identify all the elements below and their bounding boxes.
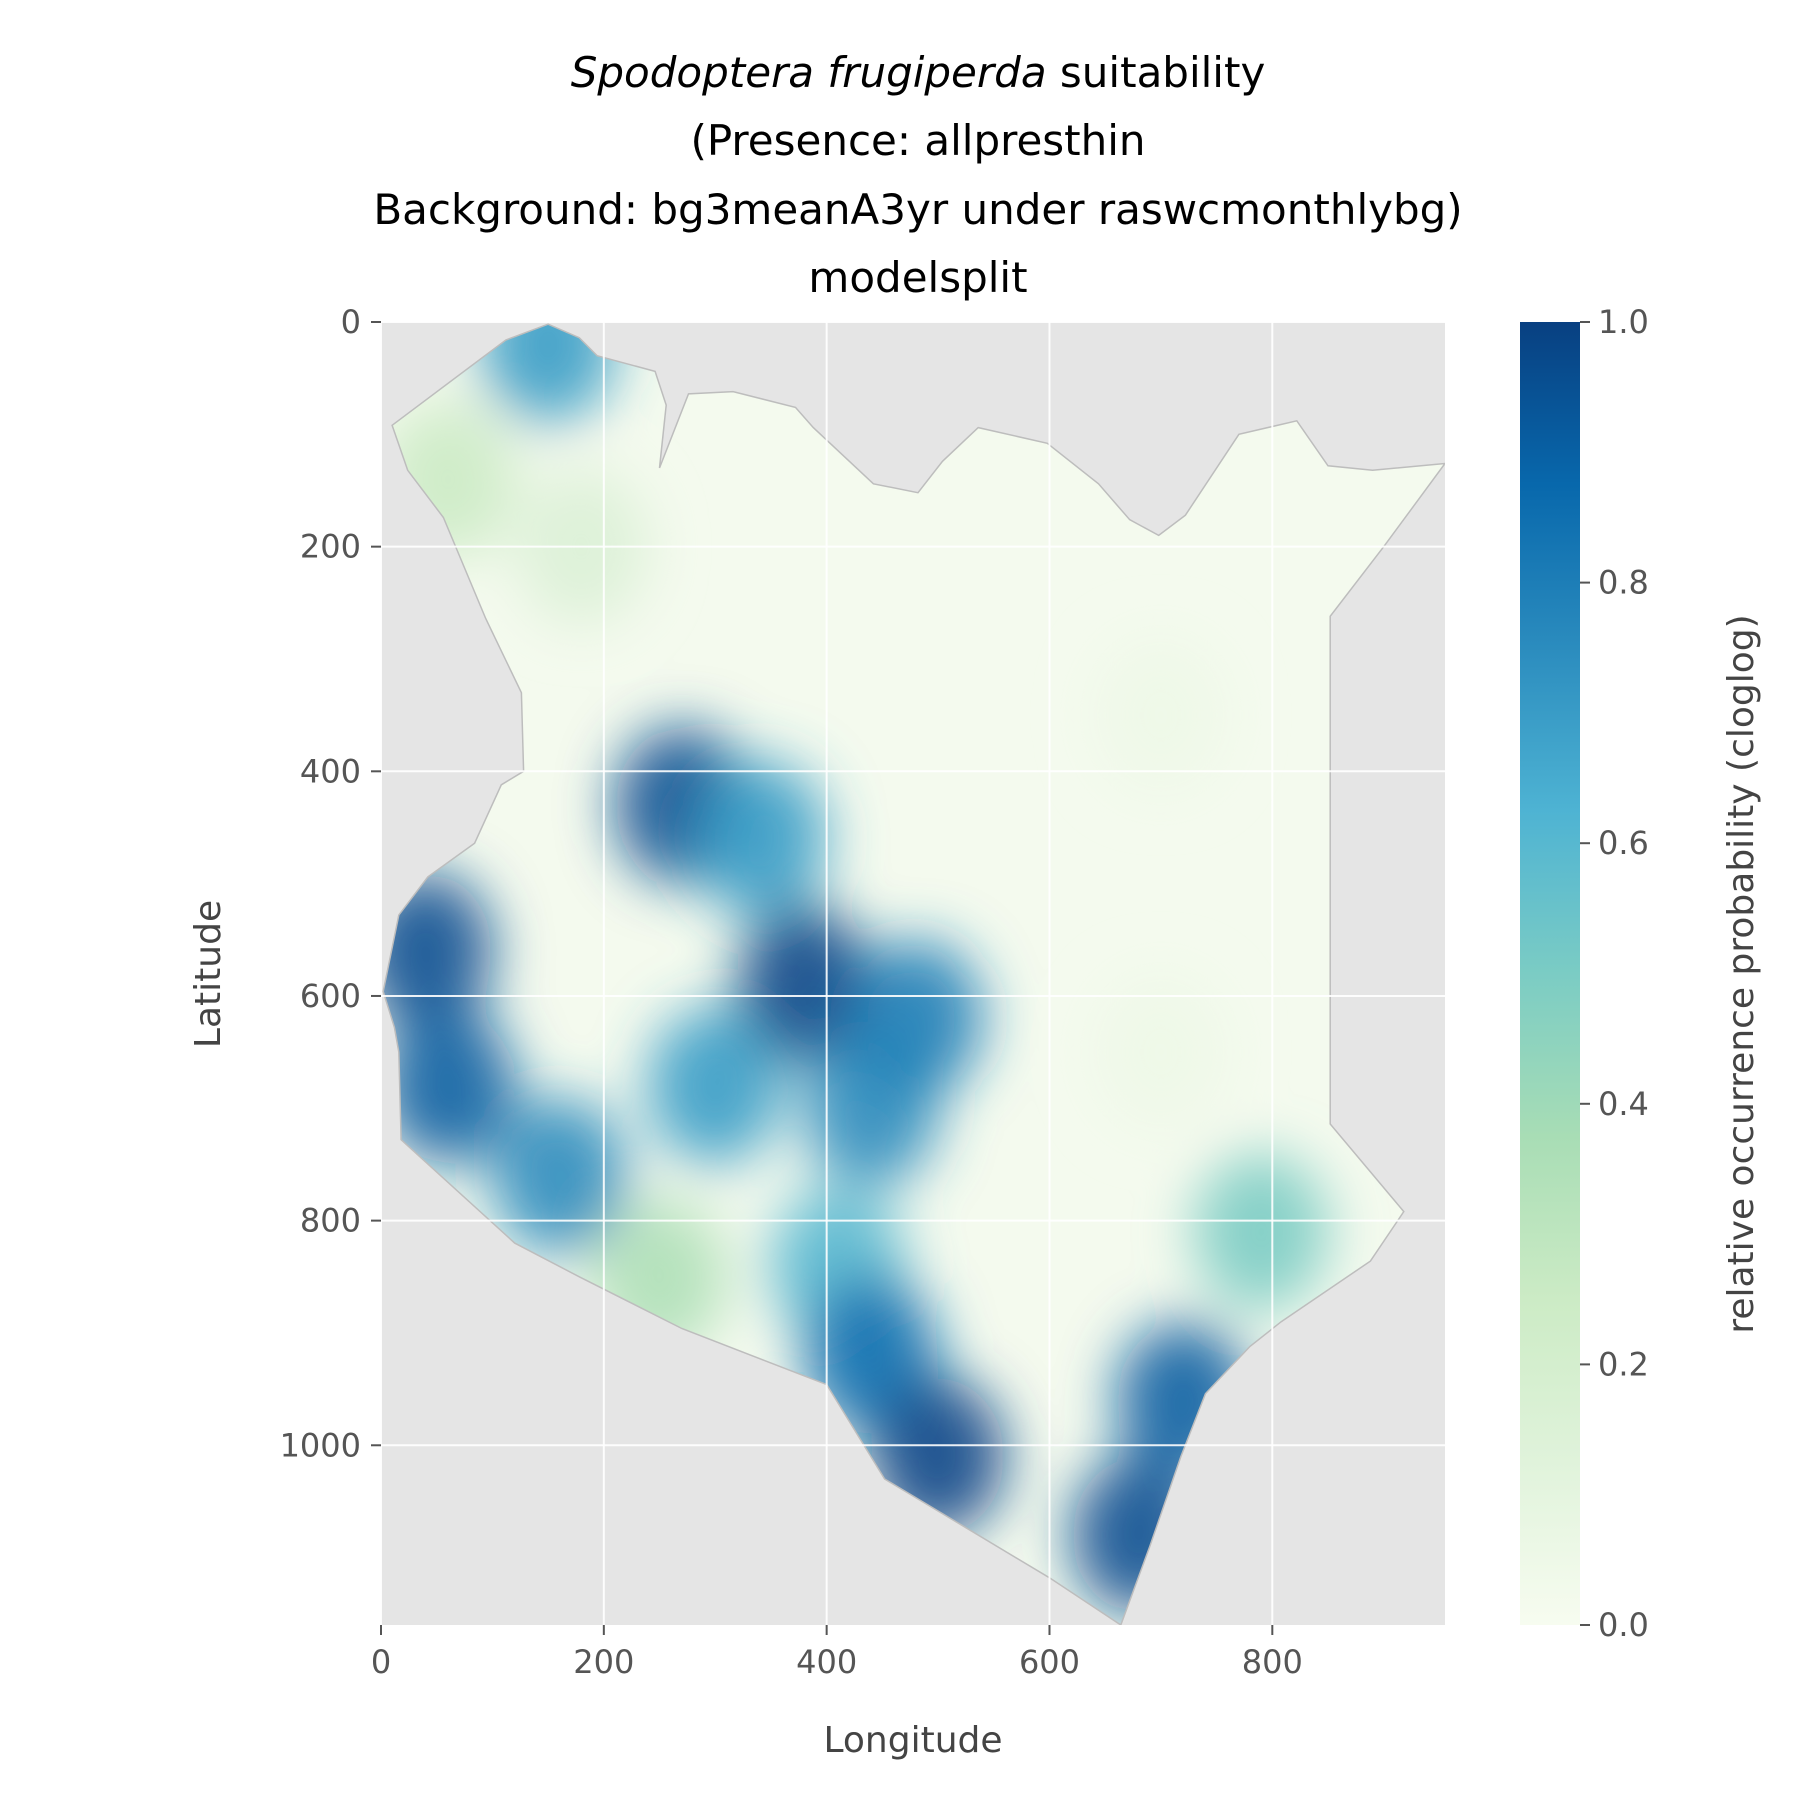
suitability-hotspot xyxy=(648,1007,782,1164)
x-axis: 0 200 400 600 800 xyxy=(371,1625,1303,1681)
suitability-hotspot xyxy=(737,906,872,1063)
colorbar-ticks: 0.0 0.2 0.4 0.6 0.8 1.0 xyxy=(1580,303,1649,1644)
x-tick-label: 200 xyxy=(573,1643,634,1681)
y-tick-label: 200 xyxy=(300,528,361,566)
colorbar: 0.0 0.2 0.4 0.6 0.8 1.0 relative occurrence p… xyxy=(1520,303,1762,1644)
y-axis: 0 200 400 600 800 1000 xyxy=(280,303,381,1464)
suitability-hotspot xyxy=(383,873,493,1029)
x-tick-label: 400 xyxy=(796,1643,857,1681)
colorbar-tick-label: 0.4 xyxy=(1598,1085,1649,1123)
colorbar-tick-label: 0.2 xyxy=(1598,1345,1649,1383)
x-tick-label: 0 xyxy=(371,1643,391,1681)
y-tick-label: 400 xyxy=(300,752,361,790)
grid-lines xyxy=(380,321,1445,1625)
x-tick-label: 800 xyxy=(1242,1643,1303,1681)
x-tick-label: 600 xyxy=(1019,1643,1080,1681)
chart-title-line-4: modelsplit xyxy=(808,253,1027,302)
suitability-hotspot xyxy=(492,1097,627,1254)
chart-title-line-3: Background: bg3meanA3yr under raswcmonth… xyxy=(373,185,1462,234)
colorbar-tick-label: 0.6 xyxy=(1598,824,1649,862)
title-suffix: suitability xyxy=(1047,48,1266,97)
colorbar-tick-label: 0.0 xyxy=(1598,1606,1649,1644)
suitability-hotspot xyxy=(481,324,615,423)
suitability-hotspot xyxy=(1194,1153,1328,1310)
chart-title-line-2: (Presence: allpresthin xyxy=(690,116,1145,165)
y-tick-label: 600 xyxy=(300,977,361,1015)
map-layer xyxy=(382,323,1445,1625)
y-tick-label: 800 xyxy=(300,1202,361,1240)
x-axis-label: Longitude xyxy=(823,1720,1002,1761)
suitability-hotspot xyxy=(693,760,827,917)
colorbar-gradient xyxy=(1520,322,1580,1625)
suitability-hotspot xyxy=(1094,637,1228,794)
colorbar-tick-label: 1.0 xyxy=(1598,303,1649,341)
y-axis-label: Latitude xyxy=(188,900,229,1048)
chart-title-line-1: Spodoptera frugiperda suitability xyxy=(571,48,1266,97)
colorbar-tick-label: 0.8 xyxy=(1598,564,1649,602)
suitability-hotspot xyxy=(1094,974,1228,1131)
y-tick-label: 0 xyxy=(341,303,361,341)
suitability-hotspot xyxy=(383,1007,515,1164)
chart-title: Spodoptera frugiperda suitability (Prese… xyxy=(373,48,1462,302)
map-outline xyxy=(382,323,1445,1625)
colorbar-label: relative occurrence probability (cloglog… xyxy=(1721,614,1762,1333)
y-tick-label: 1000 xyxy=(280,1426,361,1464)
species-name: Spodoptera frugiperda xyxy=(571,48,1047,97)
suitability-hotspot xyxy=(849,940,983,1097)
